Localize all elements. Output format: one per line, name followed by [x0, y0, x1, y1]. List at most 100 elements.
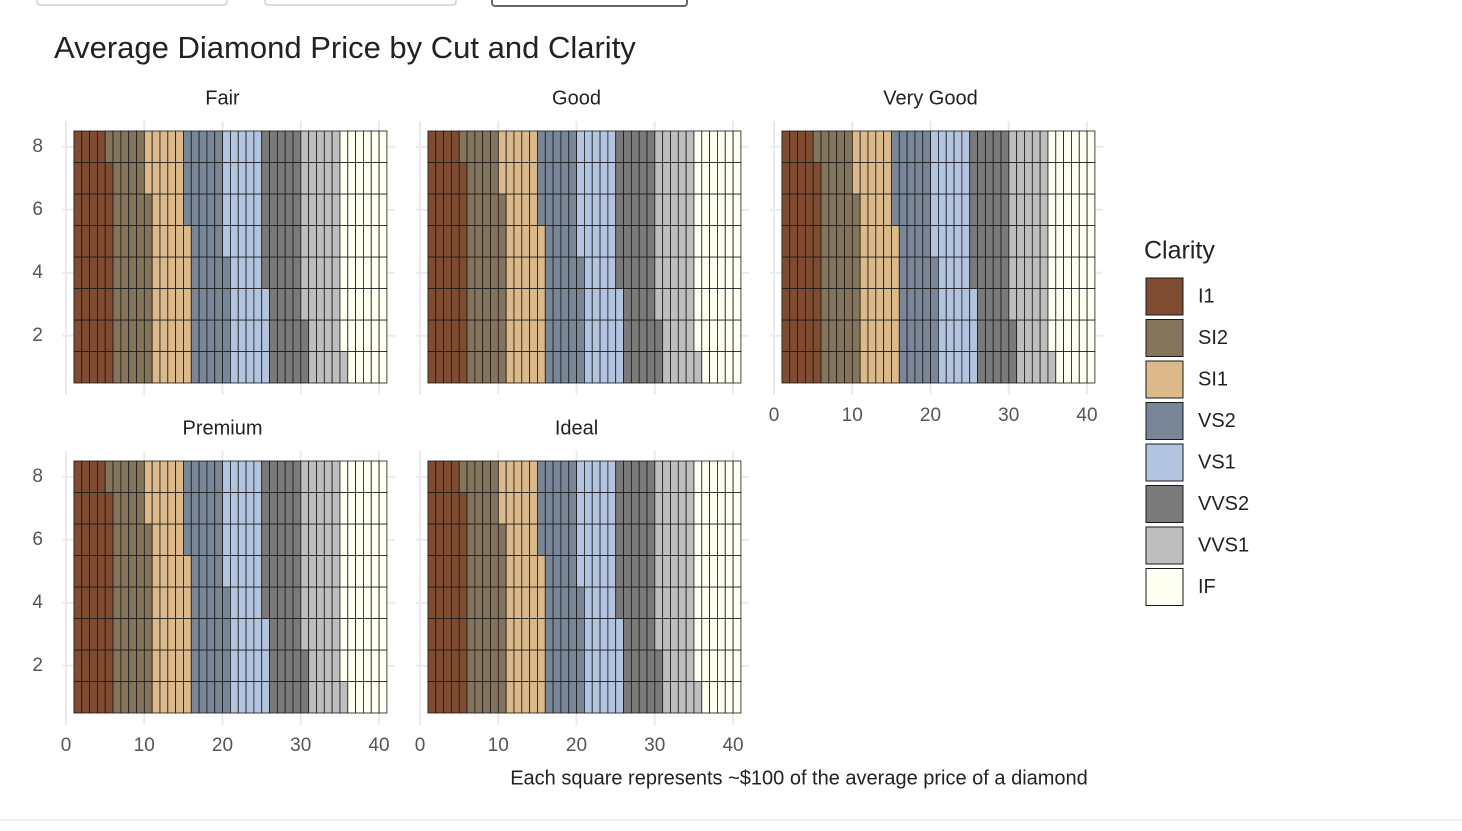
tile — [450, 288, 460, 321]
tile — [537, 618, 546, 651]
tile — [662, 681, 671, 714]
tile — [237, 523, 247, 556]
tile — [654, 523, 664, 556]
tile — [292, 523, 302, 556]
tile — [646, 162, 656, 195]
tile — [615, 586, 624, 619]
tile — [607, 555, 617, 588]
tile — [529, 351, 538, 384]
tile — [521, 193, 531, 226]
tile — [316, 586, 325, 619]
tile — [73, 130, 83, 163]
tile — [1016, 319, 1025, 352]
tile — [1086, 162, 1096, 195]
tile — [646, 130, 656, 163]
tile — [136, 351, 145, 384]
clarity-tiles — [576, 460, 624, 714]
tile — [615, 225, 624, 258]
tile — [245, 618, 255, 651]
tile — [363, 319, 372, 352]
tile — [466, 225, 476, 258]
tile — [378, 162, 388, 195]
tile — [120, 681, 130, 714]
tile — [969, 288, 978, 321]
tile — [599, 193, 609, 226]
tile — [591, 681, 601, 714]
tile — [505, 649, 515, 682]
tile — [906, 319, 916, 352]
tile — [378, 586, 388, 619]
clarity-tiles — [73, 130, 114, 384]
tile — [81, 586, 90, 619]
tile — [214, 523, 223, 556]
tile — [844, 256, 853, 289]
tile — [284, 256, 294, 289]
tile — [820, 256, 830, 289]
tile — [670, 351, 679, 384]
tile — [584, 649, 593, 682]
x-tick-label: 20 — [920, 405, 941, 426]
tile — [276, 288, 286, 321]
tile — [992, 256, 1002, 289]
tile — [104, 523, 114, 556]
tile — [112, 162, 122, 195]
input-box[interactable] — [36, 0, 228, 6]
tile — [167, 492, 177, 525]
tile — [355, 523, 364, 556]
tile — [128, 681, 137, 714]
tile — [851, 162, 861, 195]
tile — [269, 351, 278, 384]
tile — [576, 649, 585, 682]
tile — [709, 492, 718, 525]
legend-key — [1145, 568, 1184, 606]
tile — [1071, 256, 1080, 289]
tile — [623, 193, 632, 226]
tile — [851, 288, 861, 321]
tile — [812, 351, 822, 384]
tile — [363, 523, 372, 556]
tile — [237, 162, 247, 195]
tile — [804, 193, 814, 226]
tile — [836, 351, 845, 384]
tile — [607, 460, 617, 493]
tile — [190, 130, 200, 163]
tile — [474, 586, 484, 619]
tile — [529, 460, 538, 493]
tile — [662, 523, 671, 556]
tile — [576, 492, 585, 525]
tile — [347, 523, 357, 556]
tile — [938, 225, 947, 258]
tile — [269, 225, 278, 258]
tile — [339, 681, 349, 714]
tile — [96, 256, 106, 289]
tile — [237, 492, 247, 525]
tile — [1008, 256, 1018, 289]
tile — [568, 288, 577, 321]
y-tick-label: 4 — [32, 262, 43, 283]
tile — [198, 225, 208, 258]
tile — [245, 649, 255, 682]
tile — [560, 586, 570, 619]
tile — [732, 288, 742, 321]
tile — [339, 162, 349, 195]
tile — [284, 319, 294, 352]
tile — [781, 256, 791, 289]
tile — [977, 130, 986, 163]
tile — [96, 586, 106, 619]
tile — [576, 225, 585, 258]
tile — [591, 288, 601, 321]
tile — [677, 523, 687, 556]
tile — [497, 351, 507, 384]
tile — [323, 586, 333, 619]
tile — [261, 193, 270, 226]
input-box[interactable] — [264, 0, 457, 6]
tile — [159, 288, 169, 321]
tile — [427, 288, 437, 321]
tile — [269, 523, 278, 556]
tile — [591, 256, 601, 289]
input-box[interactable] — [491, 0, 688, 7]
tile — [513, 649, 523, 682]
tile — [151, 256, 161, 289]
tile — [599, 351, 609, 384]
tile — [717, 649, 726, 682]
